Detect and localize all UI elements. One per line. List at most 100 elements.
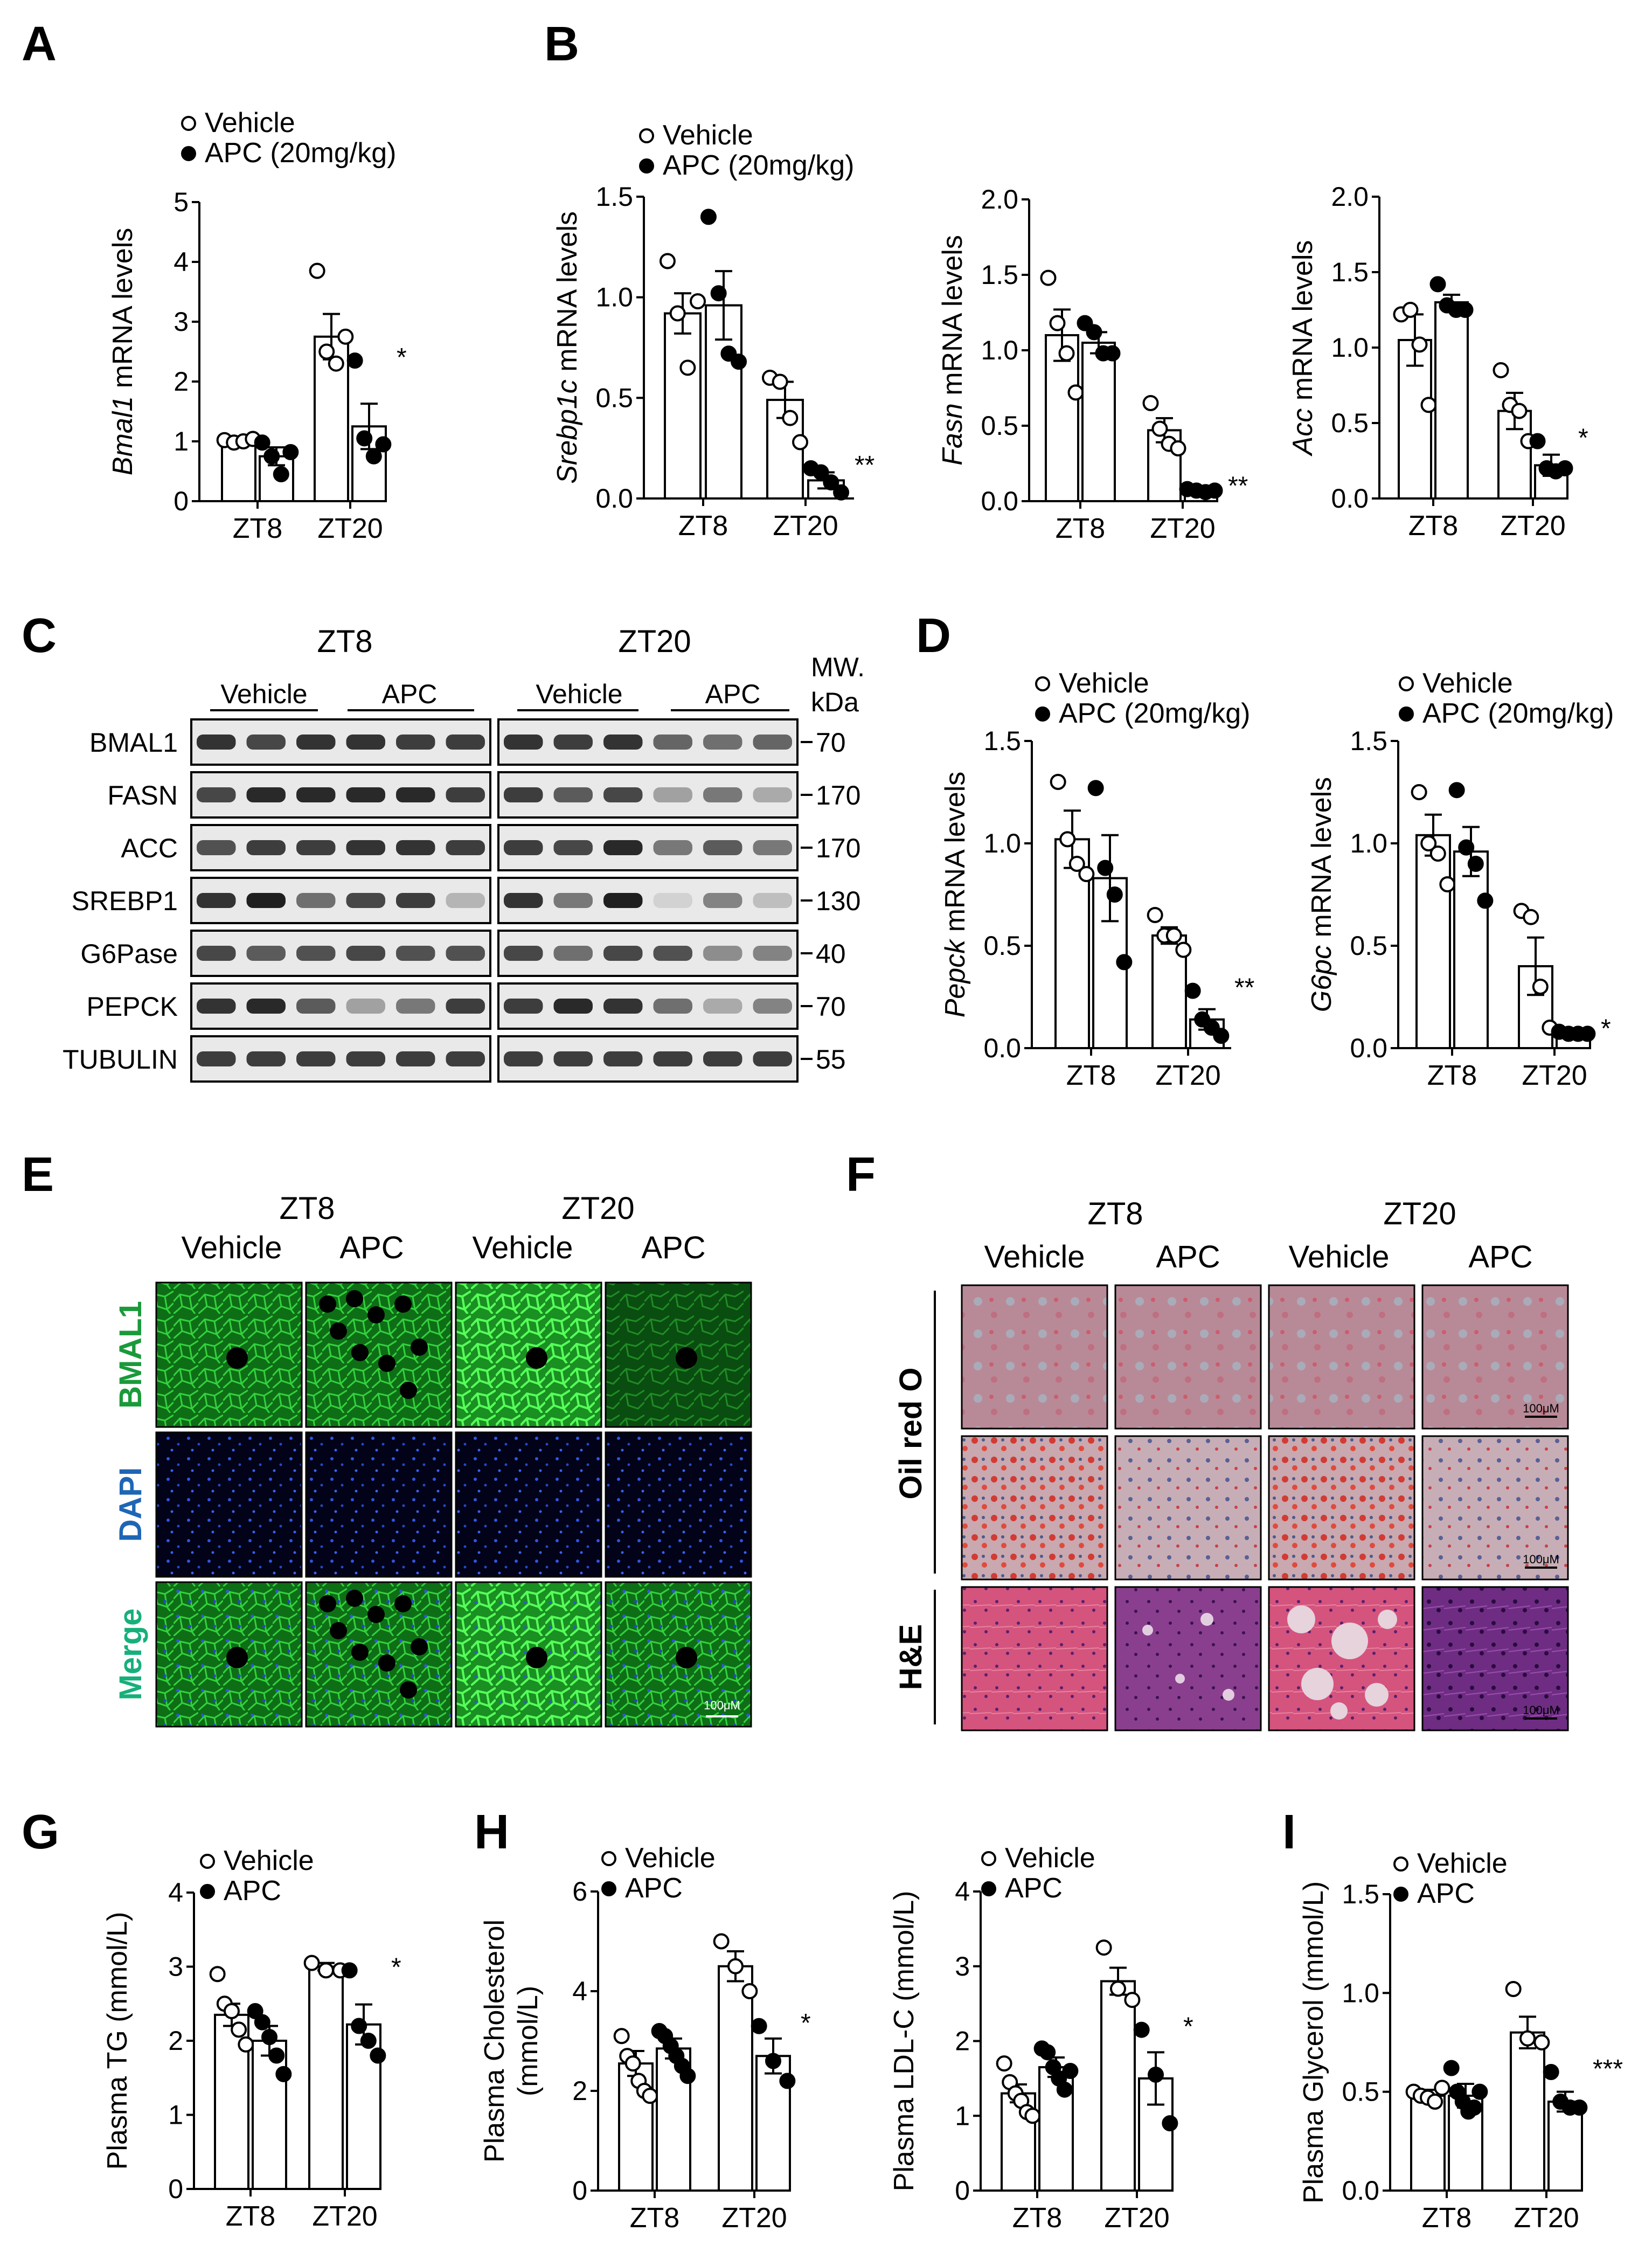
- blot-band: [603, 840, 643, 855]
- blot-band: [753, 735, 792, 750]
- data-point: [1533, 2034, 1550, 2050]
- if-image-tile: [305, 1431, 453, 1578]
- histology-image-grid: 100μM 100μM 100μM Oil red O H&E: [893, 1284, 1569, 1731]
- data-point: [1148, 2066, 1164, 2083]
- data-point: [375, 436, 392, 453]
- bar: [664, 312, 702, 500]
- y-tick-label: 2.0: [1331, 182, 1369, 212]
- blot-band: [197, 735, 236, 750]
- significance-mark: *: [1601, 1015, 1611, 1043]
- data-point: [1429, 276, 1446, 293]
- x-tick-label: ZT20: [721, 2202, 787, 2234]
- data-point: [1165, 927, 1182, 944]
- x-tick-label: ZT20: [1522, 1060, 1587, 1091]
- histology-image-tile: [1114, 1435, 1262, 1581]
- x-tick-label: ZT8: [630, 2202, 679, 2234]
- legend-label-vehicle: Vehicle: [1417, 1848, 1508, 1879]
- if-col-apc-1: APC: [339, 1230, 404, 1265]
- bar: [308, 1965, 344, 2190]
- data-point: [613, 2028, 630, 2045]
- blot-strip: [190, 982, 491, 1030]
- histology-image-tile: [961, 1435, 1108, 1581]
- y-axis-label-rest: mRNA levels: [107, 228, 138, 396]
- data-point: [1420, 397, 1437, 413]
- y-axis-label-rest: mRNA levels: [552, 211, 583, 379]
- histology-panel: ZT8 ZT20 Vehicle APC Vehicle APC 100μM10…: [893, 1196, 1569, 1731]
- if-vacuole: [351, 1644, 369, 1661]
- data-point: [254, 2014, 270, 2031]
- data-point: [1493, 362, 1509, 378]
- chart-pepck-mrna: 0.0 0.5 1.0 1.5 Pepck mRNA levels ZT8 ZT20 ** Ve…: [940, 668, 1254, 1091]
- blot-band: [396, 1051, 435, 1066]
- blot-band: [504, 735, 543, 750]
- bar: [1434, 301, 1469, 500]
- blot-band: [653, 1051, 692, 1066]
- blot-strip: [190, 877, 491, 924]
- chart-plasma-tg: 0 1 2 3 4 Plasma TG (mmol/L) ZT8 ZT20 * VehicleAP…: [102, 1845, 401, 2232]
- bar: [1045, 334, 1079, 502]
- blot-band: [246, 840, 286, 855]
- y-tick-label: 6: [572, 1876, 587, 1907]
- y-tick-label: 3: [955, 1951, 970, 1981]
- data-point: [1147, 907, 1163, 923]
- data-point: [328, 355, 344, 372]
- if-row-label: DAPI: [113, 1467, 148, 1542]
- if-col-vehicle-2: Vehicle: [472, 1230, 573, 1265]
- blot-band: [753, 893, 792, 908]
- chart-plasma-cholesterol: 0 2 4 6 Plasma Cholesterol (mmol/L) ZT8 ZT20 * Ve…: [479, 1842, 811, 2234]
- blot-sub-vehicle-2: Vehicle: [536, 679, 622, 709]
- y-tick-label: 1: [168, 2100, 183, 2130]
- legend-label-apc: APC: [1417, 1878, 1475, 1909]
- significance-mark: ***: [1593, 2055, 1623, 2083]
- immunofluorescence-panel: ZT8 ZT20 Vehicle APC Vehicle APC BMAL1 DA…: [113, 1191, 752, 1728]
- data-point: [1078, 866, 1095, 882]
- blot-band: [246, 946, 286, 961]
- blot-band: [703, 787, 742, 802]
- panel-letter-b: B: [544, 17, 579, 71]
- blot-band: [396, 999, 435, 1014]
- blot-band: [446, 893, 485, 908]
- data-point: [1050, 774, 1066, 790]
- legend-marker-apc: [639, 158, 654, 174]
- data-point: [1086, 324, 1102, 341]
- panel-letter-i: I: [1282, 1805, 1296, 1859]
- blot-band: [653, 999, 692, 1014]
- mw-header-1: MW.: [811, 652, 865, 682]
- blot-strip: [497, 982, 799, 1030]
- blot-strip: [497, 771, 799, 819]
- blot-band: [296, 840, 336, 855]
- blot-group-zt8: ZT8: [317, 624, 372, 659]
- y-tick-label: 0: [173, 486, 189, 516]
- data-point: [1162, 2115, 1178, 2132]
- data-point: [1106, 886, 1123, 903]
- scale-bar-label: 100μM: [1523, 1553, 1559, 1566]
- data-point: [1116, 954, 1133, 971]
- data-point: [1557, 460, 1573, 476]
- data-point: [1024, 2108, 1041, 2124]
- y-axis-label-unit: (mmol/L): [512, 1986, 544, 2096]
- blot-band: [553, 735, 593, 750]
- chart-bmal1-mrna: 0 1 2 3 4 5 Bmal1 mRNA levels ZT8 ZT20 * VehicleAP…: [107, 107, 407, 544]
- data-point: [1062, 2063, 1079, 2079]
- histology-image-tile: [1268, 1284, 1415, 1430]
- hist-row-label-he: H&E: [893, 1624, 928, 1690]
- data-point: [1523, 909, 1539, 925]
- data-point: [1579, 1025, 1596, 1042]
- data-point: [1133, 2021, 1150, 2038]
- blot-band: [246, 893, 286, 908]
- data-point: [1040, 269, 1057, 286]
- data-point: [1448, 782, 1465, 799]
- legend-marker-vehicle: [1393, 1856, 1408, 1872]
- y-tick-label: 0.5: [1331, 408, 1369, 438]
- data-point: [792, 434, 809, 451]
- blot-band: [603, 893, 643, 908]
- y-axis-label-gene: Acc: [1287, 408, 1318, 457]
- blot-band: [296, 735, 336, 750]
- blot-rows: BMAL1 70 FASN 170 ACC 170 SREBP1 130 G6Pase 40 PEP…: [63, 718, 860, 1083]
- x-tick-label: ZT8: [678, 510, 728, 542]
- data-point: [1206, 482, 1223, 499]
- legend-label-vehicle: Vehicle: [1422, 668, 1513, 699]
- blot-band: [246, 1051, 286, 1066]
- if-vessel: [676, 1647, 697, 1668]
